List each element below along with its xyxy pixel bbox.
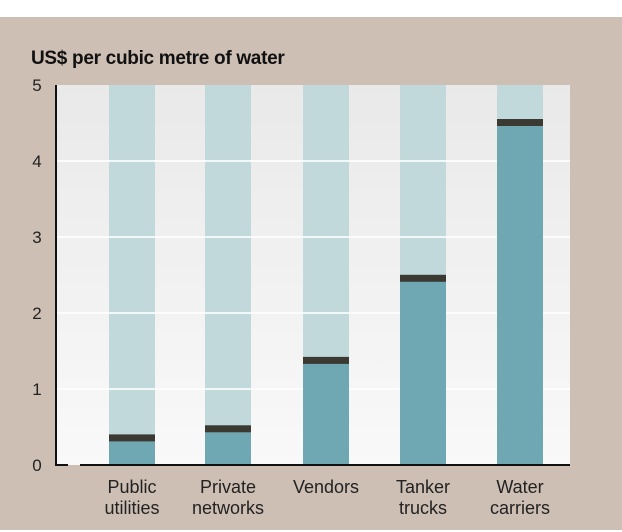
category-label: Water carriers (490, 477, 550, 518)
bar-marker (303, 356, 349, 364)
bar-value (400, 278, 446, 465)
bar-marker (109, 434, 155, 442)
bar-background (109, 85, 155, 465)
y-tick-label: 5 (32, 76, 41, 95)
category-label: Tanker trucks (396, 477, 450, 518)
bar-value (303, 360, 349, 465)
bar-value (205, 429, 251, 465)
chart-title: US$ per cubic metre of water (31, 48, 285, 69)
y-tick-label: 4 (32, 152, 41, 171)
bar-marker (205, 425, 251, 433)
y-tick-label: 2 (32, 304, 41, 323)
y-tick-label: 0 (32, 456, 41, 475)
bar-marker (400, 274, 446, 282)
bar-background (205, 85, 251, 465)
bar-value (497, 123, 543, 465)
category-label: Vendors (293, 477, 359, 497)
category-label: Public utilities (104, 477, 159, 518)
y-tick-label: 3 (32, 228, 41, 247)
y-tick-label: 1 (32, 380, 41, 399)
category-label: Private networks (192, 477, 264, 518)
bar-marker (497, 119, 543, 126)
bar-value (109, 438, 155, 465)
